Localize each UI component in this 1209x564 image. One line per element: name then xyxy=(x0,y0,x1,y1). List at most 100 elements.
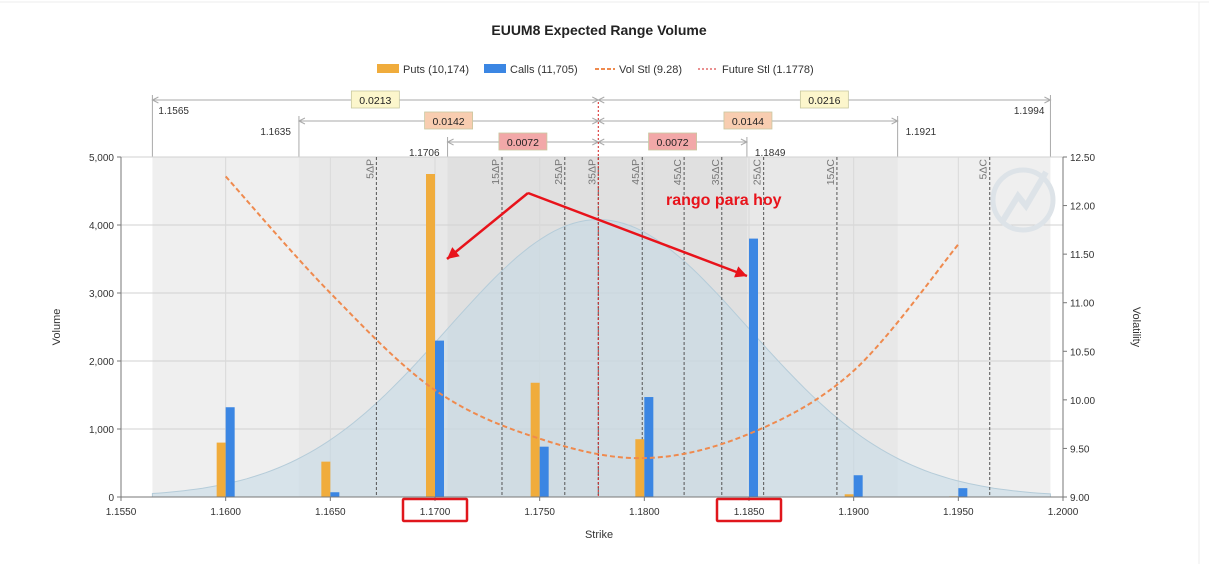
range-width-label: 0.0216 xyxy=(808,95,840,107)
volume-bars xyxy=(216,174,968,497)
y-tick-label: 5,000 xyxy=(89,153,114,164)
y-tick-label: 4,000 xyxy=(89,221,114,232)
bar-calls xyxy=(853,475,863,497)
legend-label-vol: Vol Stl (9.28) xyxy=(619,64,682,76)
x-tick-label: 1.1950 xyxy=(943,507,974,518)
x-tick-label: 1.1550 xyxy=(106,507,137,518)
range-low-label: 1.1565 xyxy=(158,106,189,117)
delta-label: 25ΔC xyxy=(752,159,764,186)
delta-label: 25ΔP xyxy=(553,159,565,185)
bar-calls xyxy=(435,340,444,497)
y-axis-label: Volume xyxy=(51,309,63,346)
range-low-label: 1.1635 xyxy=(260,127,291,138)
range-width-box xyxy=(799,90,849,109)
annotation: rango para hoy xyxy=(401,191,783,523)
range-high-label: 1.1994 xyxy=(1014,106,1045,117)
range-width-label: 0.0072 xyxy=(657,137,689,149)
y2-tick-label: 11.00 xyxy=(1070,299,1095,310)
range-width-label: 0.0072 xyxy=(507,137,539,149)
range-width-box xyxy=(498,132,548,151)
y2-tick-label: 12.50 xyxy=(1070,153,1095,164)
y2-tick-label: 11.50 xyxy=(1070,250,1095,261)
delta-label: 15ΔP xyxy=(490,159,502,185)
range-low-label: 1.1706 xyxy=(409,148,440,159)
annotation-arrow-head xyxy=(447,247,460,259)
axes: 1.1550 1.1600 1.1650 1.1700 1.1750 1.1800 1.18… xyxy=(89,153,1095,518)
y-tick-label: 1,000 xyxy=(89,425,114,436)
y2-tick-label: 12.00 xyxy=(1070,202,1095,213)
bar-calls xyxy=(330,492,340,497)
bar-puts xyxy=(216,442,226,497)
y-tick-label: 0 xyxy=(108,493,114,504)
expected-range-brackets: 1.1565 1.1994 0.0213 0.0216 1.1635 1.1921 0.01… xyxy=(151,90,1052,159)
annotation-arrow-line xyxy=(527,191,748,278)
normal-distribution-area xyxy=(151,219,1051,498)
range-high-label: 1.1849 xyxy=(755,148,786,159)
y2-tick-label: 9.00 xyxy=(1070,493,1090,504)
annotation-arrow-line xyxy=(446,192,529,260)
delta-label: 45ΔC xyxy=(672,159,684,186)
range-high-label: 1.1921 xyxy=(906,127,937,138)
range-arrow xyxy=(446,138,454,146)
bar-puts xyxy=(426,174,435,497)
legend-swatch-puts xyxy=(377,64,399,73)
bar-puts xyxy=(321,461,331,497)
range-width-box xyxy=(350,90,400,109)
y2-tick-label: 9.50 xyxy=(1070,444,1090,455)
range-arrow xyxy=(740,138,749,146)
y-tick-label: 2,000 xyxy=(89,357,114,368)
range-arrow xyxy=(597,117,605,125)
range-arrow xyxy=(297,117,306,125)
range-width-label: 0.0213 xyxy=(359,95,391,107)
bar-calls xyxy=(225,407,235,497)
bar-calls xyxy=(644,397,654,497)
range-width-box xyxy=(723,111,773,130)
bar-calls xyxy=(958,488,968,497)
range-arrow xyxy=(1044,96,1052,104)
y-tick-label: 3,000 xyxy=(89,289,114,300)
chart-title: EUUM8 Expected Range Volume xyxy=(491,22,706,38)
legend-swatch-calls xyxy=(484,64,506,73)
y2-tick-label: 10.00 xyxy=(1070,396,1095,407)
legend-label-puts: Puts (10,174) xyxy=(403,64,469,76)
bar-puts xyxy=(635,439,645,497)
x-tick-label: 1.1700 xyxy=(420,507,451,518)
x-tick-label: 1.1650 xyxy=(315,507,346,518)
highlight-box xyxy=(715,497,783,523)
y2-axis-label: Volatility xyxy=(1130,307,1142,348)
annotation-arrow-head xyxy=(734,266,747,278)
x-tick-label: 1.1850 xyxy=(734,507,765,518)
legend-label-calls: Calls (11,705) xyxy=(510,64,578,76)
delta-label: 35ΔP xyxy=(586,159,598,185)
legend-label-future: Future Stl (1.1778) xyxy=(722,64,814,76)
range-width-box xyxy=(648,132,697,151)
range-width-label: 0.0142 xyxy=(433,116,465,128)
logo-watermark-icon xyxy=(990,167,1056,233)
bar-calls xyxy=(749,238,758,497)
x-axis-label: Strike xyxy=(585,529,613,541)
delta-label: 5ΔP xyxy=(364,159,376,179)
delta-label: 15ΔC xyxy=(825,159,837,186)
bar-puts xyxy=(530,382,540,497)
range-arrow xyxy=(597,96,605,104)
annotation-text: rango para hoy xyxy=(666,192,782,209)
range-width-box xyxy=(424,111,474,130)
bar-calls xyxy=(539,446,549,497)
delta-lines: 5ΔP 15ΔP 25ΔP 35ΔP 45ΔP 45ΔC 35ΔC 25ΔC 15ΔC 5ΔC xyxy=(364,157,991,497)
legend: Puts (10,174) Calls (11,705) Vol Stl (9.28… xyxy=(377,64,814,76)
x-tick-label: 1.2000 xyxy=(1048,507,1079,518)
x-tick-label: 1.1800 xyxy=(629,507,660,518)
x-tick-label: 1.1600 xyxy=(210,507,241,518)
range-arrow xyxy=(891,117,899,125)
x-tick-label: 1.1750 xyxy=(524,507,555,518)
bar-puts xyxy=(844,494,854,497)
delta-label: 45ΔP xyxy=(630,159,642,185)
range-arrow xyxy=(151,96,159,104)
highlight-box xyxy=(401,497,469,523)
range-width-label: 0.0144 xyxy=(732,116,764,128)
delta-label: 35ΔC xyxy=(710,159,722,186)
y2-tick-label: 10.50 xyxy=(1070,347,1095,358)
delta-label: 5ΔC xyxy=(978,159,990,180)
x-tick-label: 1.1900 xyxy=(838,507,869,518)
